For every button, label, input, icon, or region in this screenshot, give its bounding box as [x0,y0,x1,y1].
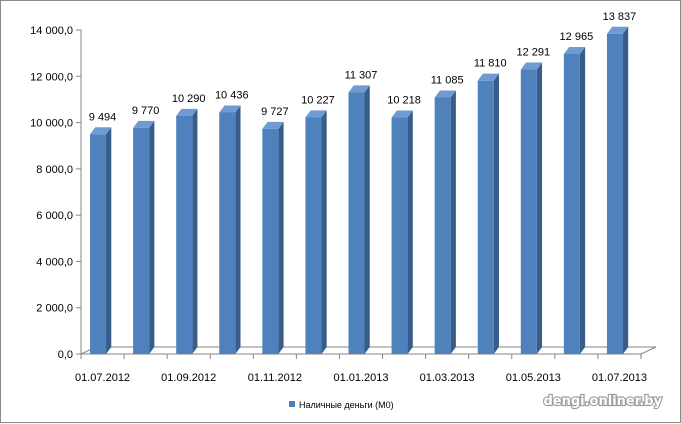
bar-side [579,46,586,355]
x-tick-label: 01.09.2012 [161,372,216,384]
legend-swatch [289,401,295,407]
bar-side [149,120,155,354]
x-tick-label: 01.05.2013 [506,372,561,384]
data-label: 9 770 [132,105,160,117]
bar-top [90,127,112,135]
y-tick-label: 4 000,0 [36,256,73,268]
data-label: 10 290 [172,93,206,105]
bar-top [606,26,629,34]
bar-side [106,127,112,355]
bar [477,80,494,354]
bar [606,33,623,355]
bar-top [391,110,413,118]
bar-side [493,73,499,354]
y-tick-label: 8 000,0 [36,164,73,176]
data-label: 12 291 [516,47,550,59]
data-label: 11 810 [474,58,507,70]
bar-side [192,108,198,354]
bar-side [450,90,456,354]
y-tick-label: 2 000,0 [36,303,73,315]
bar-top [477,73,499,81]
bar [176,115,193,354]
bar [348,92,365,354]
bar [219,112,236,354]
bar [262,128,279,354]
bar-top [520,62,543,70]
bar-top [305,110,327,118]
legend-label: Наличные деньги (М0) [299,400,394,410]
data-label: 9 727 [261,106,289,118]
bar-top [133,120,155,128]
data-label: 10 227 [301,94,335,106]
data-label: 11 085 [431,74,464,86]
bar-side [278,121,284,354]
data-label: 13 837 [603,11,637,23]
data-label: 10 436 [215,89,249,101]
bar-side [321,110,327,355]
x-tick-label: 01.07.2012 [75,372,130,384]
bar-top [563,46,586,54]
data-label: 12 965 [560,31,594,43]
bar-side [622,26,629,355]
bar-side [364,85,370,354]
y-tick-label: 0,0 [58,349,73,361]
bar [563,53,580,355]
x-tick-label: 01.03.2013 [420,372,475,384]
x-tick-label: 01.07.2013 [592,372,647,384]
data-label: 9 494 [89,111,117,123]
bar [434,97,451,354]
y-tick-label: 14 000,0 [30,25,73,37]
y-tick-label: 6 000,0 [36,210,73,222]
bar-top [434,90,456,98]
bar-top [348,85,370,93]
bar-side [407,110,413,355]
bar-top [219,105,241,113]
x-tick-label: 01.01.2013 [333,372,388,384]
data-label: 10 218 [387,95,421,107]
data-label: 11 307 [345,69,378,81]
bar-side [235,105,241,354]
x-tick-label: 01.11.2012 [248,372,302,384]
bar [133,127,150,354]
bar-top [262,121,284,129]
y-tick-label: 12 000,0 [30,71,73,83]
bar-top [176,108,198,116]
bar [391,117,408,355]
bar-side [536,62,543,354]
bar [90,134,107,354]
watermark-text: dengi.onliner.by [543,394,662,409]
bar [520,69,537,354]
bar [305,117,322,355]
y-tick-label: 10 000,0 [30,118,73,130]
